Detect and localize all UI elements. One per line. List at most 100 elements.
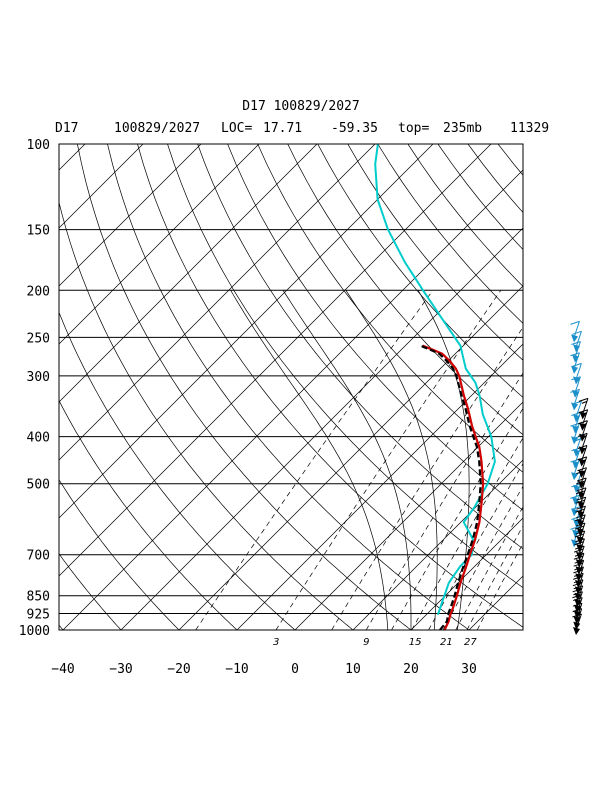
wind-barb-staff — [579, 497, 587, 514]
wind-barb-head — [579, 433, 586, 442]
wind-barb-head — [573, 484, 580, 493]
wind-barb-feather — [571, 341, 581, 345]
dry-adiabat-line — [347, 144, 523, 361]
wind-barb-staff — [580, 467, 587, 484]
wind-barb-head — [573, 344, 580, 353]
wind-barb-half-feather — [581, 400, 588, 404]
subtitle-top-label: top= — [398, 121, 429, 136]
wind-barb-head — [573, 621, 581, 630]
dry-adiabat-line — [59, 311, 296, 630]
wind-barb-head — [571, 334, 578, 343]
wind-barb-head — [572, 354, 579, 363]
isotherm-line — [585, 144, 612, 630]
dry-adiabat-line — [317, 144, 523, 398]
dry-adiabat-line — [59, 624, 64, 630]
wind-barb-staff — [580, 487, 587, 504]
isotherm-line — [527, 144, 612, 630]
isotherm-line — [468, 575, 523, 630]
sounding-traces — [374, 144, 496, 630]
isotherm-line — [294, 401, 523, 630]
wind-barb-staff — [581, 409, 589, 426]
wind-barb-feather — [577, 477, 587, 482]
wind-barb-staff — [575, 331, 582, 348]
wind-barb-head — [575, 573, 583, 582]
subtitle-datetime: 100829/2027 — [114, 121, 200, 136]
wind-barb-head — [572, 425, 579, 434]
wind-barb-feather — [574, 548, 584, 553]
wind-barb-feather — [570, 352, 580, 357]
wind-barb-head — [571, 402, 578, 411]
dry-adiabat-line — [167, 144, 523, 589]
dry-adiabat-line — [107, 144, 470, 630]
wind-barb-feather — [576, 496, 586, 501]
temperature-axis: −40 −30 −20 −10 0 10 20 30 — [51, 662, 477, 677]
isotherm-line — [0, 144, 27, 630]
subtitle-latitude: 17.71 — [263, 121, 302, 136]
wind-barb-head — [571, 472, 578, 481]
wind-barb — [570, 320, 580, 343]
wind-barb-staff — [573, 321, 580, 338]
mixing-ratio-line — [476, 542, 523, 630]
wind-barb-staff — [574, 483, 581, 501]
dry-adiabat-line — [467, 144, 523, 214]
isotherm-line — [62, 169, 523, 630]
wind-barb — [570, 422, 580, 445]
moist-adiabat-line — [345, 290, 438, 630]
wind-barb-head — [571, 508, 578, 517]
wind-barb-feather — [571, 483, 581, 488]
dry-adiabat-line — [59, 553, 122, 630]
wind-barb-head — [579, 411, 587, 420]
dry-adiabat-line — [497, 144, 523, 176]
temperature-line — [422, 344, 485, 630]
subtitle-top-pressure: 235mb — [443, 121, 482, 136]
wind-barb-head — [578, 469, 586, 478]
wind-barb-staff — [574, 412, 581, 429]
wind-barb-feather — [575, 517, 585, 522]
mixing-ratio-label: 15 — [409, 637, 422, 648]
dewpoint-line — [419, 344, 482, 630]
wind-barb-feather — [574, 541, 584, 546]
wind-barb — [572, 362, 582, 385]
wind-barb-head — [576, 544, 584, 553]
upper-trace-line — [374, 144, 496, 616]
wind-barb-head — [574, 598, 582, 607]
temperature-tick-label: 10 — [345, 662, 361, 677]
isotherm-line — [236, 343, 523, 630]
isotherm-line — [120, 227, 523, 630]
temperature-tick-label: 20 — [403, 662, 419, 677]
temperature-tick-label: −30 — [109, 662, 132, 677]
plot-frame — [58, 143, 524, 631]
isotherm-line — [59, 144, 376, 461]
isotherm-line — [59, 144, 492, 577]
moist-adiabat-line — [417, 290, 470, 630]
wind-barb-staff — [581, 445, 588, 462]
isotherm-line — [178, 285, 523, 630]
subtitle-station: D17 — [55, 121, 78, 136]
wind-barb-head — [576, 527, 584, 536]
mixing-ratio-line — [275, 290, 502, 630]
temperature-tick-label: −10 — [225, 662, 248, 677]
wind-barb — [571, 483, 581, 505]
pressure-tick-label: 400 — [27, 431, 50, 446]
wind-barb-head — [573, 376, 580, 385]
temperature-tick-label: 0 — [291, 662, 299, 677]
wind-barb-head — [577, 510, 585, 519]
isotherm-line — [352, 459, 523, 630]
isotherm-line — [59, 144, 260, 345]
wind-barb-head — [573, 627, 580, 635]
dry-adiabat-line — [59, 399, 238, 630]
wind-barb-head — [575, 566, 583, 575]
wind-barb-head — [574, 604, 581, 613]
wind-barb-staff — [581, 433, 588, 450]
subtitle-longitude: -59.35 — [331, 121, 378, 136]
dry-adiabat-line — [287, 144, 523, 436]
wind-barb-feather — [570, 422, 580, 427]
wind-barb-head — [575, 579, 582, 588]
wind-barb-staff — [573, 423, 580, 440]
wind-barb — [572, 330, 582, 353]
dry-adiabat-line — [59, 201, 354, 630]
wind-barb-head — [577, 500, 585, 509]
dry-adiabat-line — [588, 144, 612, 640]
